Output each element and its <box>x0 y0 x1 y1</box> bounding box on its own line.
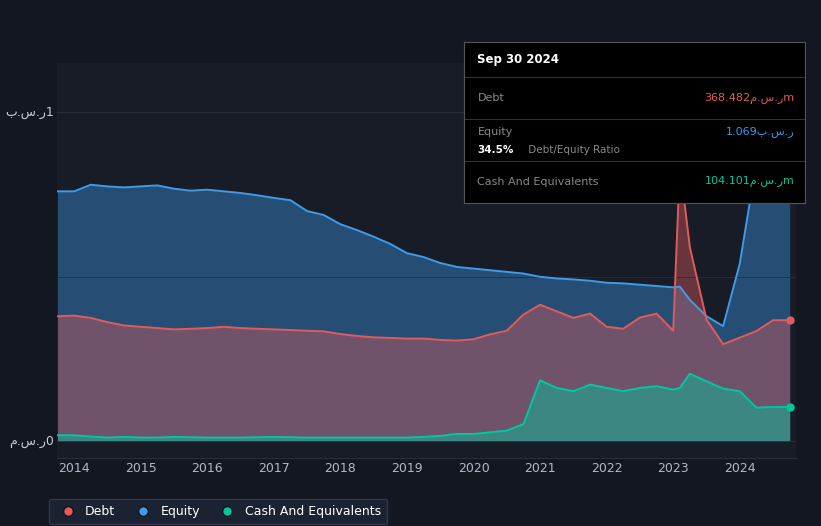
Text: 1.069ب.س.ر: 1.069ب.س.ر <box>726 126 795 137</box>
Text: 368.482م.س.رm: 368.482م.س.رm <box>704 93 795 104</box>
Text: Equity: Equity <box>478 127 513 137</box>
Text: Debt: Debt <box>478 93 504 103</box>
Text: م.س.ر0: م.س.ر0 <box>9 434 54 448</box>
Text: ب.س.ر1: ب.س.ر1 <box>5 106 54 119</box>
Text: Sep 30 2024: Sep 30 2024 <box>478 53 559 66</box>
Text: 104.101م.س.رm: 104.101م.س.رm <box>704 176 795 187</box>
Legend: Debt, Equity, Cash And Equivalents: Debt, Equity, Cash And Equivalents <box>49 499 388 524</box>
Text: Cash And Equivalents: Cash And Equivalents <box>478 177 599 187</box>
Text: Debt/Equity Ratio: Debt/Equity Ratio <box>525 145 620 155</box>
Text: 34.5%: 34.5% <box>478 145 514 155</box>
